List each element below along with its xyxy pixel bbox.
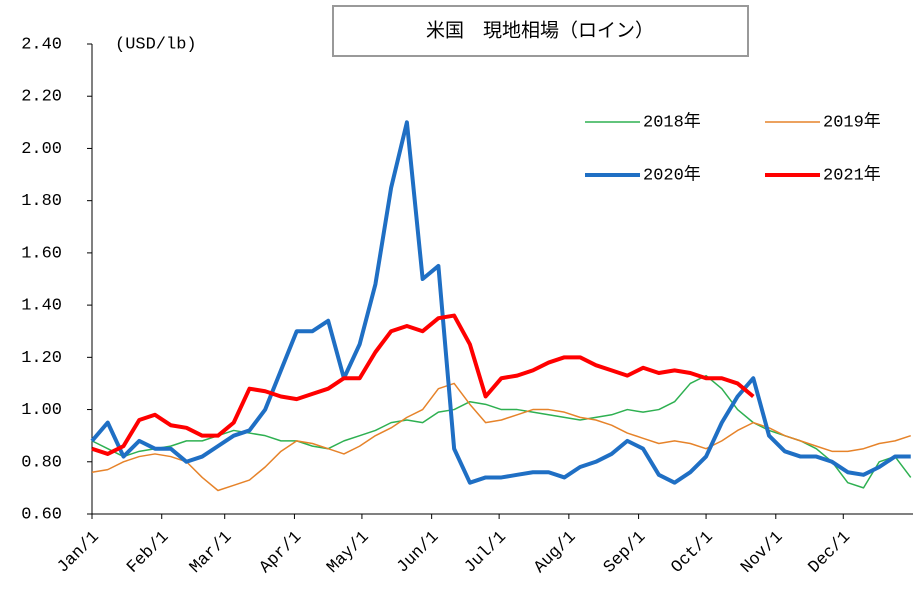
y-tick-label: 1.80 (21, 192, 62, 211)
x-tick-label: Dec/1 (805, 528, 855, 578)
series-line (91, 374, 912, 489)
x-tick-label: Jul/1 (461, 528, 511, 578)
y-tick-label: 0.60 (21, 505, 62, 524)
x-tick-label: Jan/1 (54, 528, 104, 578)
legend-label: 2021年 (823, 164, 881, 185)
title-box (332, 5, 749, 57)
series-line (90, 120, 911, 485)
y-tick-label: 1.60 (21, 244, 62, 263)
x-tick-label: Sep/1 (600, 528, 650, 578)
x-tick-label: Feb/1 (124, 528, 174, 578)
legend-label: 2020年 (643, 164, 701, 185)
x-tick-label: Nov/1 (738, 528, 788, 578)
y-tick-label: 0.80 (21, 453, 62, 472)
series-line (91, 382, 911, 492)
y-tick-label: 1.20 (21, 349, 62, 368)
series-line (91, 313, 755, 456)
x-tick-label: Mar/1 (187, 528, 237, 578)
legend-label: 2018年 (643, 111, 701, 132)
x-tick-label: Jun/1 (394, 528, 444, 578)
legend-label: 2019年 (823, 111, 881, 132)
y-tick-label: 2.00 (21, 140, 62, 159)
chart-title: 米国 現地相場（ロイン） (426, 20, 654, 42)
x-tick-label: Oct/1 (668, 528, 718, 578)
y-axis-label: (USD/lb) (115, 35, 197, 54)
y-tick-label: 2.40 (21, 35, 62, 54)
x-tick-label: Apr/1 (256, 528, 306, 578)
y-tick-label: 1.00 (21, 401, 62, 420)
x-tick-label: Aug/1 (531, 528, 581, 578)
y-tick-label: 1.40 (21, 297, 62, 316)
x-tick-label: May/1 (324, 528, 374, 578)
y-tick-label: 2.20 (21, 88, 62, 107)
